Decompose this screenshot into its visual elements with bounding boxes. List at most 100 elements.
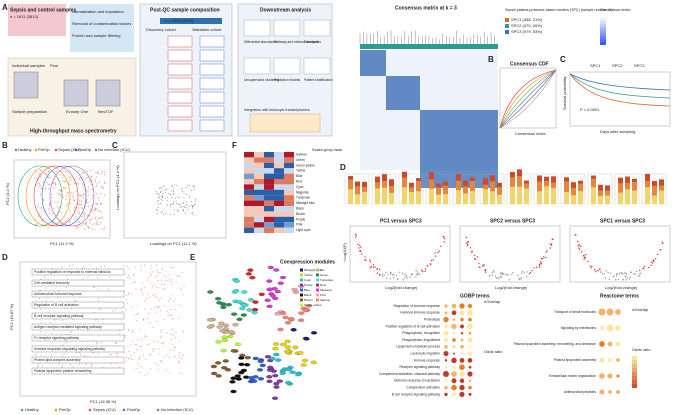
point bbox=[415, 276, 417, 278]
scale bbox=[632, 376, 637, 380]
point bbox=[397, 278, 399, 280]
point bbox=[157, 341, 159, 343]
node bbox=[207, 290, 214, 294]
point bbox=[89, 221, 92, 224]
legend-dot bbox=[34, 148, 38, 152]
point bbox=[161, 196, 163, 198]
point bbox=[75, 226, 77, 228]
point bbox=[89, 264, 91, 266]
point bbox=[68, 333, 70, 335]
point bbox=[114, 342, 117, 344]
point bbox=[482, 264, 484, 266]
point bbox=[91, 224, 94, 226]
point bbox=[648, 266, 650, 269]
point bbox=[81, 215, 83, 218]
point bbox=[650, 261, 653, 263]
point bbox=[178, 203, 180, 205]
module-label: Yellow bbox=[296, 169, 306, 173]
node bbox=[252, 307, 259, 312]
heat-cell bbox=[244, 211, 254, 217]
point bbox=[615, 279, 617, 281]
point bbox=[599, 268, 601, 270]
point bbox=[74, 299, 76, 302]
node bbox=[266, 375, 273, 379]
point bbox=[97, 321, 99, 323]
dot bbox=[443, 371, 449, 377]
label: Individual samples bbox=[12, 63, 45, 68]
point bbox=[192, 184, 194, 186]
point bbox=[156, 286, 158, 288]
point bbox=[78, 200, 81, 202]
stack-bar bbox=[537, 175, 542, 182]
point bbox=[127, 276, 129, 279]
dot bbox=[615, 325, 621, 331]
point bbox=[54, 183, 57, 185]
legend-label: Healthy bbox=[18, 147, 32, 152]
point bbox=[389, 278, 392, 280]
point bbox=[100, 211, 103, 213]
legend-label: Pink bbox=[320, 293, 326, 297]
point bbox=[529, 271, 532, 274]
point bbox=[125, 335, 127, 337]
point bbox=[66, 187, 68, 189]
point bbox=[75, 300, 77, 302]
point bbox=[386, 273, 389, 275]
point bbox=[39, 185, 42, 187]
point bbox=[82, 186, 85, 188]
label-box bbox=[31, 367, 125, 375]
cohort-box bbox=[167, 77, 193, 90]
node bbox=[240, 368, 247, 373]
point bbox=[98, 342, 100, 344]
point bbox=[40, 187, 42, 190]
stack-bar bbox=[470, 177, 475, 181]
node bbox=[211, 371, 218, 376]
point bbox=[165, 191, 167, 193]
cohort-box bbox=[167, 119, 193, 132]
panel-label: B bbox=[488, 55, 494, 64]
point bbox=[650, 264, 652, 266]
point bbox=[144, 336, 146, 338]
point bbox=[174, 197, 176, 199]
point bbox=[95, 343, 98, 345]
point bbox=[181, 372, 183, 374]
heat-cell bbox=[264, 189, 274, 196]
dot bbox=[460, 317, 464, 322]
stack-bar bbox=[463, 180, 468, 187]
point bbox=[44, 187, 47, 189]
plot-frame bbox=[19, 261, 197, 397]
point bbox=[163, 342, 165, 344]
point bbox=[140, 289, 142, 291]
node bbox=[240, 303, 248, 307]
point bbox=[80, 224, 83, 227]
point bbox=[500, 276, 503, 279]
point bbox=[157, 272, 159, 274]
point bbox=[71, 330, 73, 332]
point bbox=[485, 271, 487, 274]
point bbox=[83, 213, 85, 215]
point bbox=[142, 292, 144, 294]
point bbox=[127, 293, 129, 295]
scale bbox=[600, 36, 606, 39]
point bbox=[157, 364, 159, 366]
dot bbox=[606, 308, 614, 316]
point bbox=[57, 207, 60, 209]
stack-bar bbox=[524, 180, 529, 184]
dot bbox=[451, 310, 457, 316]
point bbox=[575, 234, 577, 236]
legend-label: Turquoise bbox=[320, 278, 334, 282]
legend-label: Midnight blue bbox=[304, 268, 322, 272]
stack-bar bbox=[362, 192, 367, 204]
point bbox=[103, 194, 106, 197]
point bbox=[83, 355, 85, 357]
node bbox=[277, 327, 284, 332]
point bbox=[540, 257, 543, 260]
point bbox=[415, 269, 417, 272]
point bbox=[48, 183, 50, 186]
point bbox=[93, 208, 95, 211]
label: n = 1611 (3813) bbox=[10, 14, 39, 19]
point bbox=[160, 187, 162, 189]
point bbox=[84, 178, 87, 180]
point bbox=[165, 189, 167, 191]
node bbox=[273, 381, 280, 386]
point bbox=[77, 183, 79, 185]
